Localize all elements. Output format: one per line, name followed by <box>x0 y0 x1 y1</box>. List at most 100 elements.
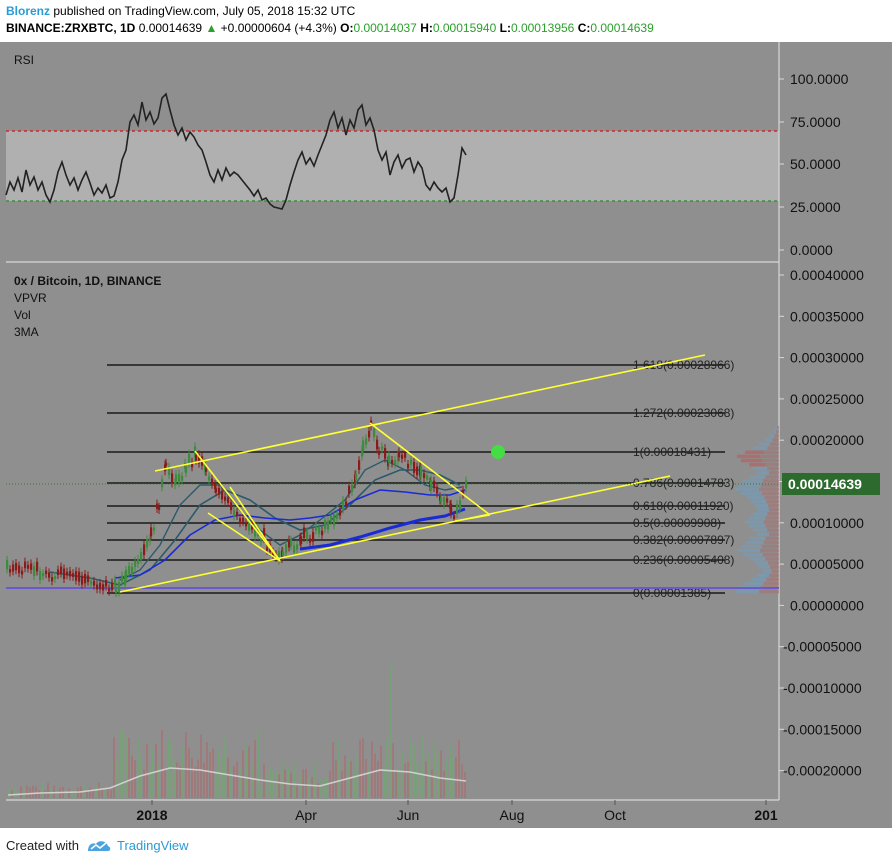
candle-body <box>124 575 127 586</box>
volume-bar <box>143 769 145 798</box>
volume-bar <box>35 786 37 798</box>
volume-bar <box>92 791 94 798</box>
candle-body <box>361 449 364 457</box>
price-change: +0.00000604 (+4.3%) <box>220 21 337 35</box>
volume-bar <box>356 756 358 798</box>
published-text: published on TradingView.com, July 05, 2… <box>53 4 356 18</box>
footer-brand-link[interactable]: TradingView <box>117 838 189 853</box>
candle-body <box>348 485 351 494</box>
candle-body <box>388 455 391 463</box>
candle-body <box>178 473 181 484</box>
candle-body <box>456 504 459 515</box>
candle-body <box>12 564 15 572</box>
volume-bar <box>74 789 76 798</box>
candle-body <box>378 450 381 455</box>
volume-bar <box>41 782 43 798</box>
candle-body <box>303 527 306 539</box>
candle-body <box>440 497 443 502</box>
tradingview-logo-icon[interactable] <box>86 837 112 853</box>
volume-bar <box>335 760 337 798</box>
vpvr-bar-up <box>753 512 768 516</box>
candle-body <box>18 565 21 574</box>
volume-bar <box>86 790 88 798</box>
volume-bar <box>293 764 295 798</box>
candle-body <box>57 569 60 576</box>
volume-bar <box>20 786 22 798</box>
vpvr-bar-up <box>749 516 766 520</box>
candle-body <box>272 551 275 557</box>
candle-body <box>260 539 263 543</box>
candle-body <box>84 573 87 584</box>
close-label: C: <box>577 21 591 35</box>
candle-body <box>105 579 108 587</box>
volume-bar <box>386 739 388 798</box>
candle-body <box>300 536 303 544</box>
time-axis: 2018 Apr Jun Aug Oct 201 <box>136 800 778 823</box>
candle-body <box>384 448 387 459</box>
candle-body <box>376 439 379 450</box>
candle-body <box>245 521 248 527</box>
chart-area[interactable]: RSI 0x / Bitcoin, 1D, BINANCE VPVR Vol 3… <box>0 42 892 828</box>
symbol-name: BINANCE:ZRXBTC, 1D <box>6 21 136 35</box>
volume-bar <box>308 779 310 798</box>
vpvr-bar-down <box>771 569 779 573</box>
candle-body <box>330 515 333 521</box>
volume-bar <box>149 765 151 798</box>
price-axis-label: 0.00005000 <box>790 556 864 572</box>
volume-bar <box>365 759 367 798</box>
candle-body <box>87 575 90 582</box>
candle-body <box>60 566 63 574</box>
volume-bar <box>170 740 172 798</box>
vpvr-bar-down <box>776 430 779 434</box>
ma-short-line <box>114 489 466 579</box>
candle-body <box>306 531 309 540</box>
candle-body <box>362 440 365 451</box>
candle-body <box>345 501 348 506</box>
volume-bar <box>401 751 403 798</box>
candle-body <box>215 488 218 493</box>
candle-body <box>443 497 446 505</box>
volume-bar <box>362 738 364 798</box>
volume-bar <box>443 770 445 798</box>
candle-body <box>358 460 361 470</box>
open-label: O: <box>340 21 354 35</box>
price-legend-title: 0x / Bitcoin, 1D, BINANCE <box>14 274 161 288</box>
author-link[interactable]: Blorenz <box>6 4 51 18</box>
candle-body <box>99 582 102 590</box>
candle-body <box>446 498 449 503</box>
channel-upper-line <box>154 354 706 472</box>
vpvr-bar-up <box>753 467 768 471</box>
price-axis: 0.00040000 0.00035000 0.00030000 0.00025000… <box>779 267 864 779</box>
candle-body <box>78 571 81 582</box>
volume-bar <box>350 761 352 798</box>
vpvr-bar-up <box>757 573 770 577</box>
target-marker-icon <box>491 445 505 459</box>
volume-bar <box>404 763 406 798</box>
candle-body <box>339 509 342 516</box>
volume-bar <box>425 761 427 798</box>
volume-bar <box>113 736 115 798</box>
volume-bar <box>131 755 133 798</box>
vpvr-bar-down <box>769 471 779 475</box>
candle-body <box>6 559 9 570</box>
candle-body <box>290 539 293 547</box>
candle-body <box>315 526 318 531</box>
volume-bar <box>47 782 49 798</box>
volume-bar <box>221 754 223 798</box>
volume-bar <box>332 742 334 798</box>
last-price-badge <box>782 473 880 495</box>
volume-bar <box>188 747 190 798</box>
candle-body <box>368 430 371 438</box>
volume-bar <box>251 764 253 798</box>
candle-body <box>278 551 281 561</box>
volume-bar <box>176 762 178 798</box>
volume-bar <box>212 748 214 798</box>
price-axis-label: -0.00010000 <box>783 680 862 696</box>
vpvr-bar-up <box>775 426 778 430</box>
candle-body <box>195 454 198 461</box>
vpvr-bar-up <box>753 528 768 532</box>
volume-bar <box>437 753 439 798</box>
vpvr-bar-up <box>749 524 766 528</box>
volume-bar <box>122 728 124 798</box>
up-arrow-icon: ▲ <box>205 21 218 35</box>
